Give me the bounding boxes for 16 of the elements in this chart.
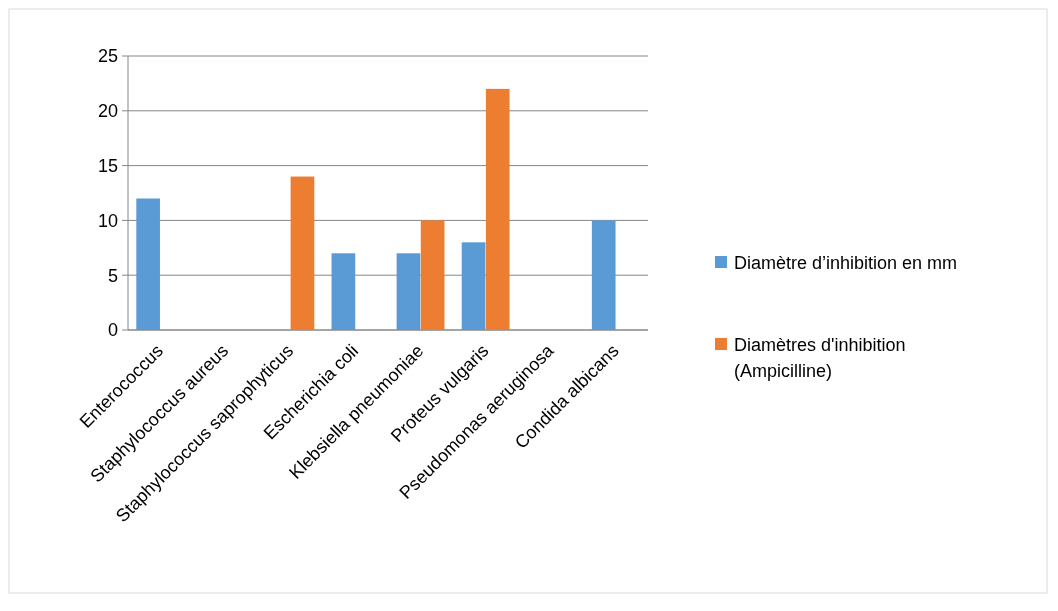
bar xyxy=(591,220,616,330)
bar xyxy=(420,220,445,330)
bar xyxy=(290,176,315,330)
y-tick-label: 0 xyxy=(107,320,118,341)
y-tick-label: 15 xyxy=(97,155,118,176)
y-tick-label: 10 xyxy=(97,210,118,231)
legend-label: Diamètres d'inhibition (Ampicilline) xyxy=(734,335,906,381)
bar xyxy=(396,253,421,330)
bar xyxy=(136,198,160,330)
legend-label: Diamètre d’inhibition en mm xyxy=(734,253,958,274)
bar xyxy=(485,88,510,330)
bar xyxy=(461,242,486,330)
y-tick-label: 25 xyxy=(97,46,118,67)
bar xyxy=(331,253,356,330)
y-tick-label: 20 xyxy=(97,101,118,122)
y-tick-label: 5 xyxy=(107,265,118,286)
